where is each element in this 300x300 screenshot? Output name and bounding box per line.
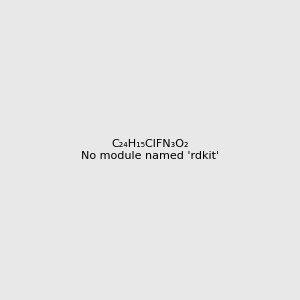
Text: C₂₄H₁₅ClFN₃O₂
No module named 'rdkit': C₂₄H₁₅ClFN₃O₂ No module named 'rdkit'	[81, 139, 219, 161]
